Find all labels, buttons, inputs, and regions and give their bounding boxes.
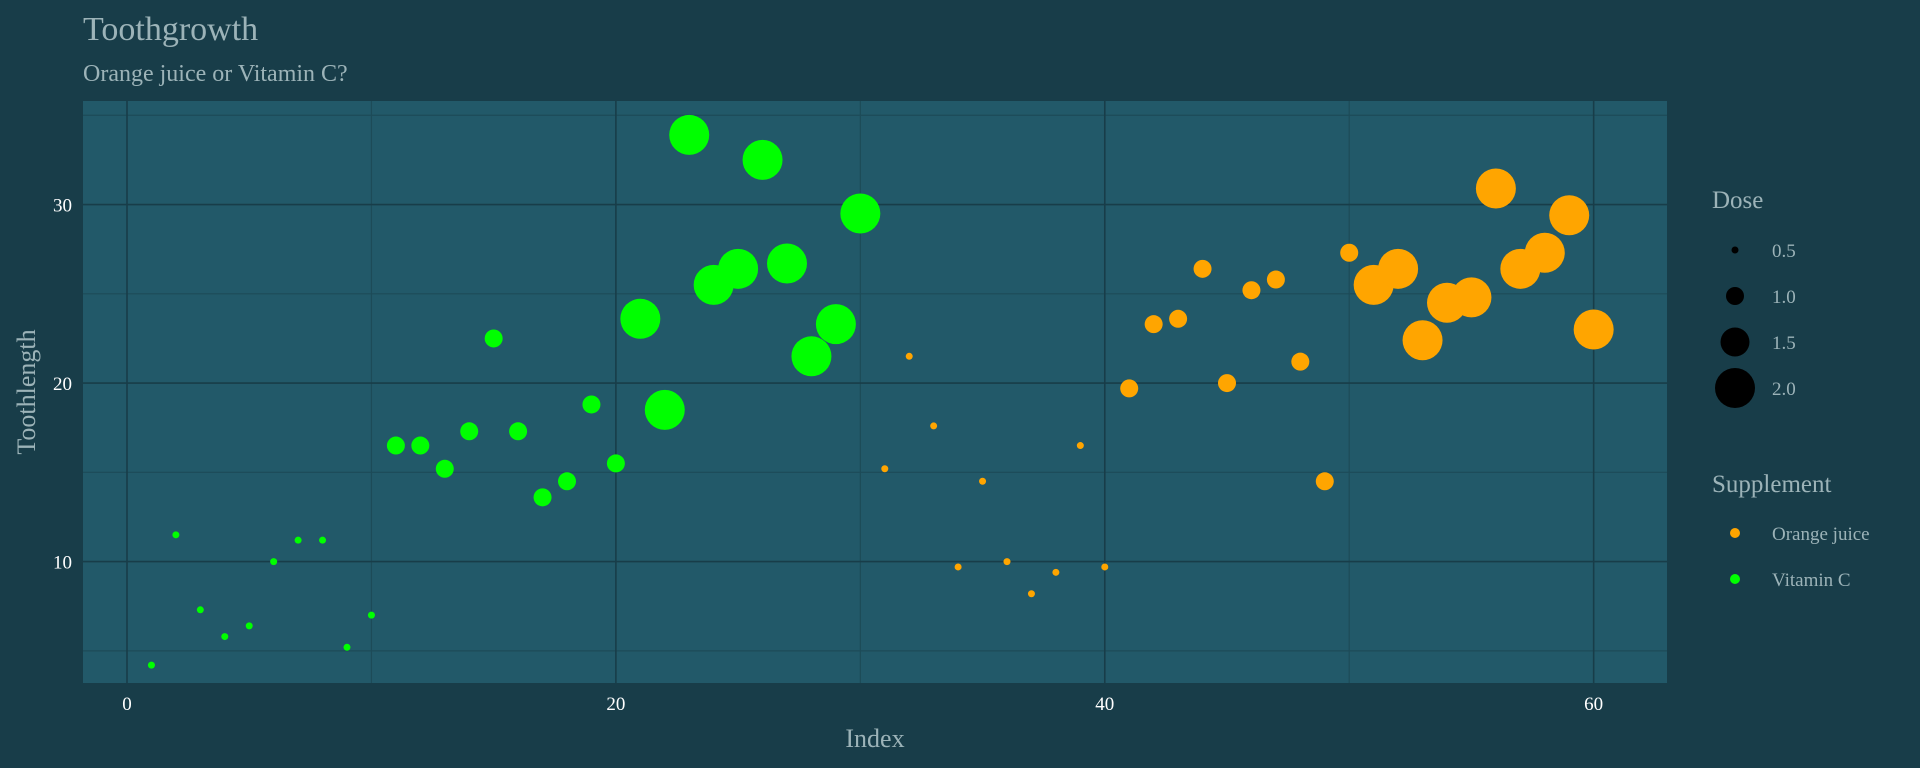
dose-legend: Dose 0.5 1.0 1.5 2.0 (1712, 187, 1796, 408)
minor-gridlines (83, 101, 1667, 683)
point-orange-juice (1524, 232, 1565, 273)
point-orange-juice (1291, 352, 1310, 371)
supplement-legend: Supplement Orange juice Vitamin C (1712, 471, 1870, 591)
point-vitamin-c (245, 622, 253, 630)
point-vitamin-c (669, 114, 710, 155)
point-vitamin-c (582, 395, 601, 414)
y-tick-label: 10 (53, 553, 72, 574)
point-vitamin-c (172, 531, 180, 539)
point-vitamin-c (367, 611, 375, 619)
point-orange-juice (881, 465, 889, 473)
dose-legend-key (1720, 327, 1750, 357)
point-orange-juice (1451, 277, 1492, 318)
point-vitamin-c (644, 389, 685, 430)
point-orange-juice (1120, 379, 1139, 398)
point-orange-juice (1475, 168, 1516, 209)
x-tick-label: 60 (1584, 694, 1603, 715)
point-vitamin-c (742, 139, 783, 180)
point-orange-juice (1266, 270, 1285, 289)
dose-legend-title: Dose (1712, 187, 1763, 214)
point-orange-juice (1076, 442, 1084, 450)
y-axis-title: Toothlength (12, 329, 41, 454)
point-orange-juice (1218, 374, 1236, 393)
supplement-legend-key (1730, 528, 1740, 538)
point-vitamin-c (221, 633, 229, 641)
point-orange-juice (1193, 259, 1212, 278)
supplement-legend-label: Vitamin C (1772, 570, 1851, 591)
point-orange-juice (1549, 195, 1590, 236)
point-vitamin-c (815, 304, 856, 345)
dose-legend-key (1715, 368, 1755, 408)
point-vitamin-c (294, 536, 302, 544)
point-orange-juice (1340, 243, 1359, 262)
dose-legend-label: 1.0 (1772, 287, 1796, 308)
point-orange-juice (979, 477, 987, 485)
point-orange-juice (1101, 563, 1109, 571)
point-orange-juice (1242, 281, 1261, 300)
point-vitamin-c (319, 536, 327, 544)
x-tick-label: 20 (606, 694, 625, 715)
point-orange-juice (1378, 248, 1419, 289)
point-vitamin-c (343, 643, 351, 651)
point-orange-juice (1003, 558, 1011, 566)
point-vitamin-c (411, 436, 430, 455)
point-vitamin-c (718, 248, 759, 289)
tick-labels: 0 20 40 60 10 20 30 (53, 196, 1603, 715)
dose-legend-key (1731, 246, 1739, 254)
dose-legend-label: 1.5 (1772, 333, 1796, 354)
y-tick-label: 20 (53, 374, 72, 395)
dose-legend-key (1726, 287, 1744, 305)
point-orange-juice (1169, 309, 1188, 328)
data-points (147, 114, 1614, 669)
point-vitamin-c (509, 422, 528, 441)
point-orange-juice (1027, 590, 1035, 598)
point-vitamin-c (533, 488, 552, 507)
point-vitamin-c (196, 606, 204, 614)
point-vitamin-c (270, 558, 278, 566)
point-vitamin-c (767, 243, 807, 284)
point-vitamin-c (606, 454, 625, 473)
point-vitamin-c (620, 298, 661, 339)
chart-subtitle: Orange juice or Vitamin C? (83, 61, 348, 87)
point-vitamin-c (558, 472, 576, 491)
point-vitamin-c (484, 329, 503, 348)
point-vitamin-c (386, 436, 405, 455)
plot-panel (83, 101, 1667, 683)
x-tick-label: 40 (1095, 694, 1114, 715)
point-orange-juice (1315, 472, 1334, 491)
supplement-legend-label: Orange juice (1772, 524, 1870, 545)
point-orange-juice (954, 563, 962, 571)
x-axis-title: Index (845, 724, 904, 753)
point-orange-juice (1573, 309, 1614, 350)
dose-legend-label: 2.0 (1772, 379, 1796, 400)
point-vitamin-c (791, 336, 832, 377)
supplement-legend-title: Supplement (1712, 471, 1831, 498)
point-orange-juice (1052, 568, 1060, 576)
dose-legend-label: 0.5 (1772, 241, 1796, 262)
point-orange-juice (905, 352, 913, 360)
point-orange-juice (1402, 320, 1443, 361)
x-tick-label: 0 (122, 694, 132, 715)
point-vitamin-c (840, 193, 881, 234)
y-tick-label: 30 (53, 196, 72, 217)
point-orange-juice (930, 422, 938, 430)
point-vitamin-c (460, 422, 479, 441)
point-vitamin-c (435, 459, 454, 478)
chart-title: Toothgrowth (83, 11, 258, 48)
supplement-legend-key (1730, 574, 1740, 584)
point-orange-juice (1144, 315, 1163, 334)
point-vitamin-c (147, 661, 155, 669)
